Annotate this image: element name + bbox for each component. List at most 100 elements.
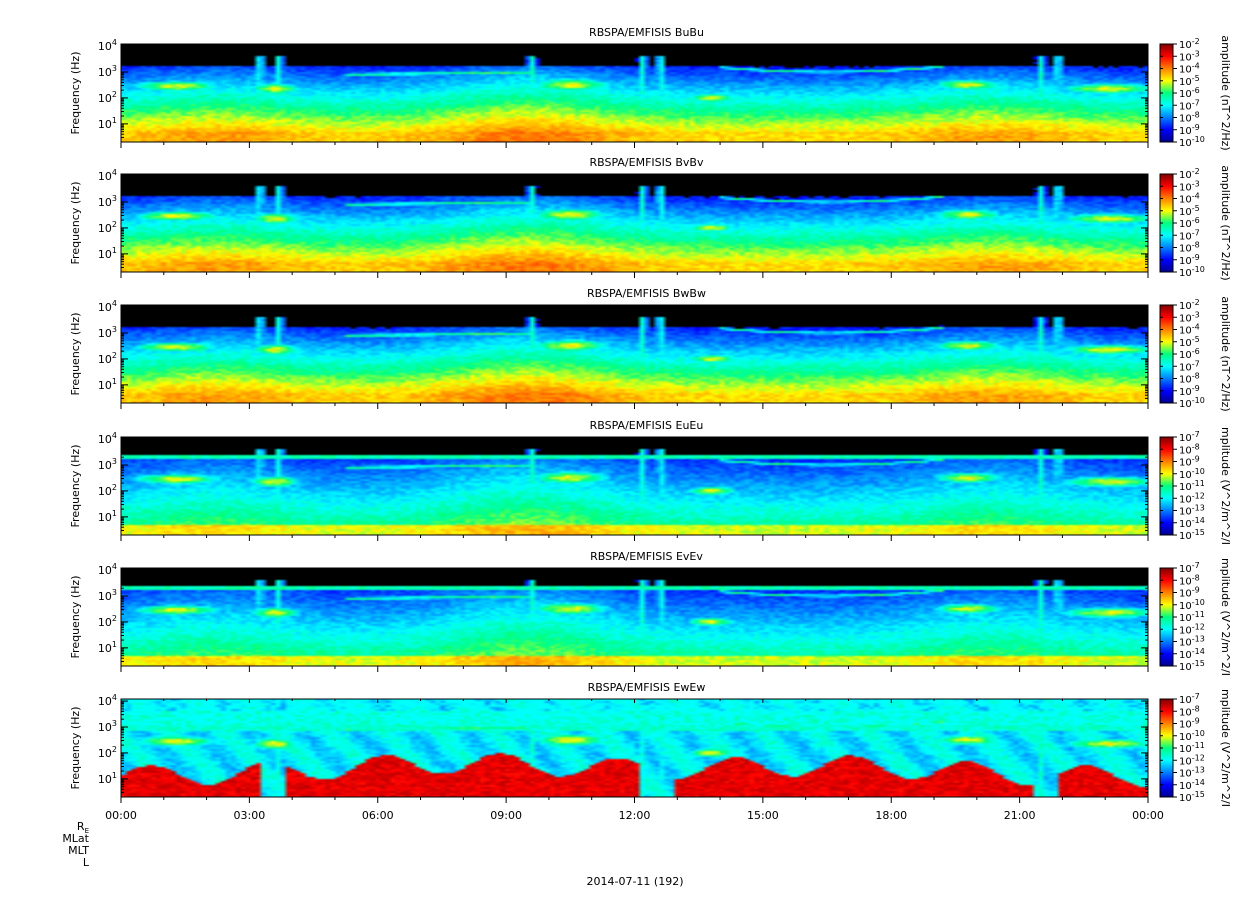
colorbar-tick-label: 10-4 xyxy=(1179,62,1200,76)
spectrogram-image xyxy=(121,437,1148,535)
colorbar-tick-label: 10-9 xyxy=(1179,253,1200,267)
y-tick-label: 101 xyxy=(98,246,117,261)
colorbar-tick-label: 10-7 xyxy=(1179,561,1200,575)
colorbar-tick-label: 10-7 xyxy=(1179,228,1200,242)
spectrogram-image xyxy=(121,305,1148,403)
y-axis-label: Frequency (Hz) xyxy=(69,52,82,135)
colorbar-tick-label: 10-10 xyxy=(1179,135,1205,149)
y-tick-label: 103 xyxy=(98,64,117,79)
colorbar-tick-label: 10-7 xyxy=(1179,692,1200,706)
y-tick-label: 104 xyxy=(98,299,117,314)
date-label: 2014-07-11 (192) xyxy=(586,875,683,888)
colorbar: 10-210-310-410-510-610-710-810-910-10 amp… xyxy=(1159,165,1232,281)
colorbar-tick-label: 10-10 xyxy=(1179,729,1205,743)
y-tick-label: 101 xyxy=(98,116,117,131)
colorbar-tick-label: 10-11 xyxy=(1179,741,1205,755)
panel-5: RBSPA/EMFISIS EvEv Frequency (Hz) 101 102 10… xyxy=(69,550,1232,676)
spectrogram-image xyxy=(121,174,1148,272)
y-tick-label: 103 xyxy=(98,325,117,340)
colorbar-tick-label: 10-8 xyxy=(1179,241,1200,255)
colorbar-tick-label: 10-9 xyxy=(1179,586,1200,600)
colorbar-tick-label: 10-9 xyxy=(1179,717,1200,731)
y-tick-label: 102 xyxy=(98,745,117,760)
y-tick-label: 101 xyxy=(98,640,117,655)
x-tick-label: 03:00 xyxy=(234,809,266,822)
panel-2: RBSPA/EMFISIS BvBv Frequency (Hz) 101 102 10… xyxy=(69,156,1232,281)
colorbar-tick-label: 10-10 xyxy=(1179,265,1205,279)
colorbar-tick-label: 10-2 xyxy=(1179,298,1200,312)
colorbar-tick-label: 10-8 xyxy=(1179,442,1200,456)
y-tick-label: 101 xyxy=(98,509,117,524)
colorbar-label: mplitude (V^2/m^2/I xyxy=(1219,689,1232,807)
colorbar-label: amplitude (nT^2/Hz) xyxy=(1219,296,1232,411)
colorbar-tick-label: 10-11 xyxy=(1179,610,1205,624)
ephemeris-row-label: RE xyxy=(77,820,89,835)
colorbar-tick-label: 10-8 xyxy=(1179,372,1200,386)
y-tick-label: 104 xyxy=(98,693,117,708)
colorbar-tick-label: 10-10 xyxy=(1179,598,1205,612)
y-tick-label: 103 xyxy=(98,194,117,209)
colorbar-tick-label: 10-3 xyxy=(1179,310,1200,324)
x-tick-label: 09:00 xyxy=(490,809,522,822)
colorbar-tick-label: 10-13 xyxy=(1179,635,1205,649)
colorbar-tick-label: 10-9 xyxy=(1179,455,1200,469)
y-tick-label: 101 xyxy=(98,377,117,392)
ephemeris-row-label: MLat xyxy=(62,832,89,845)
colorbar-tick-label: 10-12 xyxy=(1179,753,1205,767)
colorbar-tick-label: 10-7 xyxy=(1179,98,1200,112)
y-axis-label: Frequency (Hz) xyxy=(69,576,82,659)
y-axis-label: Frequency (Hz) xyxy=(69,445,82,528)
ephemeris-row-label: L xyxy=(83,856,90,869)
colorbar-tick-label: 10-2 xyxy=(1179,37,1200,51)
spectrogram-image xyxy=(121,44,1148,142)
colorbar-label: mplitude (V^2/m^2/I xyxy=(1219,558,1232,676)
colorbar: 10-710-810-910-1010-1110-1210-1310-1410-… xyxy=(1159,427,1232,545)
colorbar-tick-label: 10-15 xyxy=(1179,528,1205,542)
colorbar-tick-label: 10-5 xyxy=(1179,74,1200,88)
colorbar-tick-label: 10-8 xyxy=(1179,111,1200,125)
colorbar-tick-label: 10-13 xyxy=(1179,766,1205,780)
colorbar-tick-label: 10-14 xyxy=(1179,516,1205,530)
panel-title: RBSPA/EMFISIS EvEv xyxy=(590,550,703,563)
colorbar-tick-label: 10-13 xyxy=(1179,504,1205,518)
y-tick-label: 103 xyxy=(98,719,117,734)
panel-title: RBSPA/EMFISIS BvBv xyxy=(590,156,704,169)
colorbar-tick-label: 10-12 xyxy=(1179,622,1205,636)
y-tick-label: 104 xyxy=(98,562,117,577)
y-tick-label: 104 xyxy=(98,431,117,446)
y-axis-label: Frequency (Hz) xyxy=(69,313,82,396)
colorbar-tick-label: 10-2 xyxy=(1179,167,1200,181)
colorbar: 10-210-310-410-510-610-710-810-910-10 amp… xyxy=(1159,296,1232,412)
y-tick-label: 103 xyxy=(98,457,117,472)
x-tick-label: 12:00 xyxy=(619,809,651,822)
x-tick-label: 00:00 xyxy=(1132,809,1164,822)
colorbar-tick-label: 10-10 xyxy=(1179,396,1205,410)
panel-title: RBSPA/EMFISIS EwEw xyxy=(588,681,706,694)
colorbar-label: amplitude (nT^2/Hz) xyxy=(1219,35,1232,150)
colorbar-tick-label: 10-6 xyxy=(1179,216,1200,230)
colorbar-tick-label: 10-11 xyxy=(1179,479,1205,493)
colorbar: 10-710-810-910-1010-1110-1210-1310-1410-… xyxy=(1159,689,1232,807)
colorbar-tick-label: 10-8 xyxy=(1179,704,1200,718)
x-tick-label: 21:00 xyxy=(1004,809,1036,822)
colorbar-tick-label: 10-12 xyxy=(1179,491,1205,505)
ephemeris-row-label: MLT xyxy=(68,844,89,857)
panel-6: RBSPA/EMFISIS EwEw Frequency (Hz) 101 102 10… xyxy=(69,681,1232,807)
y-tick-label: 103 xyxy=(98,588,117,603)
panel-title: RBSPA/EMFISIS BwBw xyxy=(587,287,706,300)
colorbar-tick-label: 10-7 xyxy=(1179,359,1200,373)
x-tick-label: 15:00 xyxy=(747,809,779,822)
colorbar-tick-label: 10-9 xyxy=(1179,123,1200,137)
colorbar-tick-label: 10-5 xyxy=(1179,335,1200,349)
colorbar-label: amplitude (nT^2/Hz) xyxy=(1219,165,1232,280)
colorbar-tick-label: 10-14 xyxy=(1179,647,1205,661)
panel-title: RBSPA/EMFISIS EuEu xyxy=(590,419,704,432)
colorbar-tick-label: 10-15 xyxy=(1179,659,1205,673)
y-tick-label: 104 xyxy=(98,38,117,53)
colorbar-tick-label: 10-3 xyxy=(1179,49,1200,63)
y-tick-label: 104 xyxy=(98,168,117,183)
y-tick-label: 102 xyxy=(98,90,117,105)
x-tick-label: 18:00 xyxy=(875,809,907,822)
panel-title: RBSPA/EMFISIS BuBu xyxy=(589,26,704,39)
